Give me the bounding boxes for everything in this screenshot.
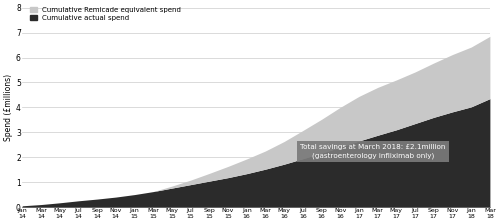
Y-axis label: Spend (£millions): Spend (£millions) bbox=[4, 74, 13, 141]
Legend: Cumulative Remicade equivalent spend, Cumulative actual spend: Cumulative Remicade equivalent spend, Cu… bbox=[30, 7, 181, 21]
Text: Total savings at March 2018: £2.1million
(gastroenterology infliximab only): Total savings at March 2018: £2.1million… bbox=[300, 144, 446, 159]
